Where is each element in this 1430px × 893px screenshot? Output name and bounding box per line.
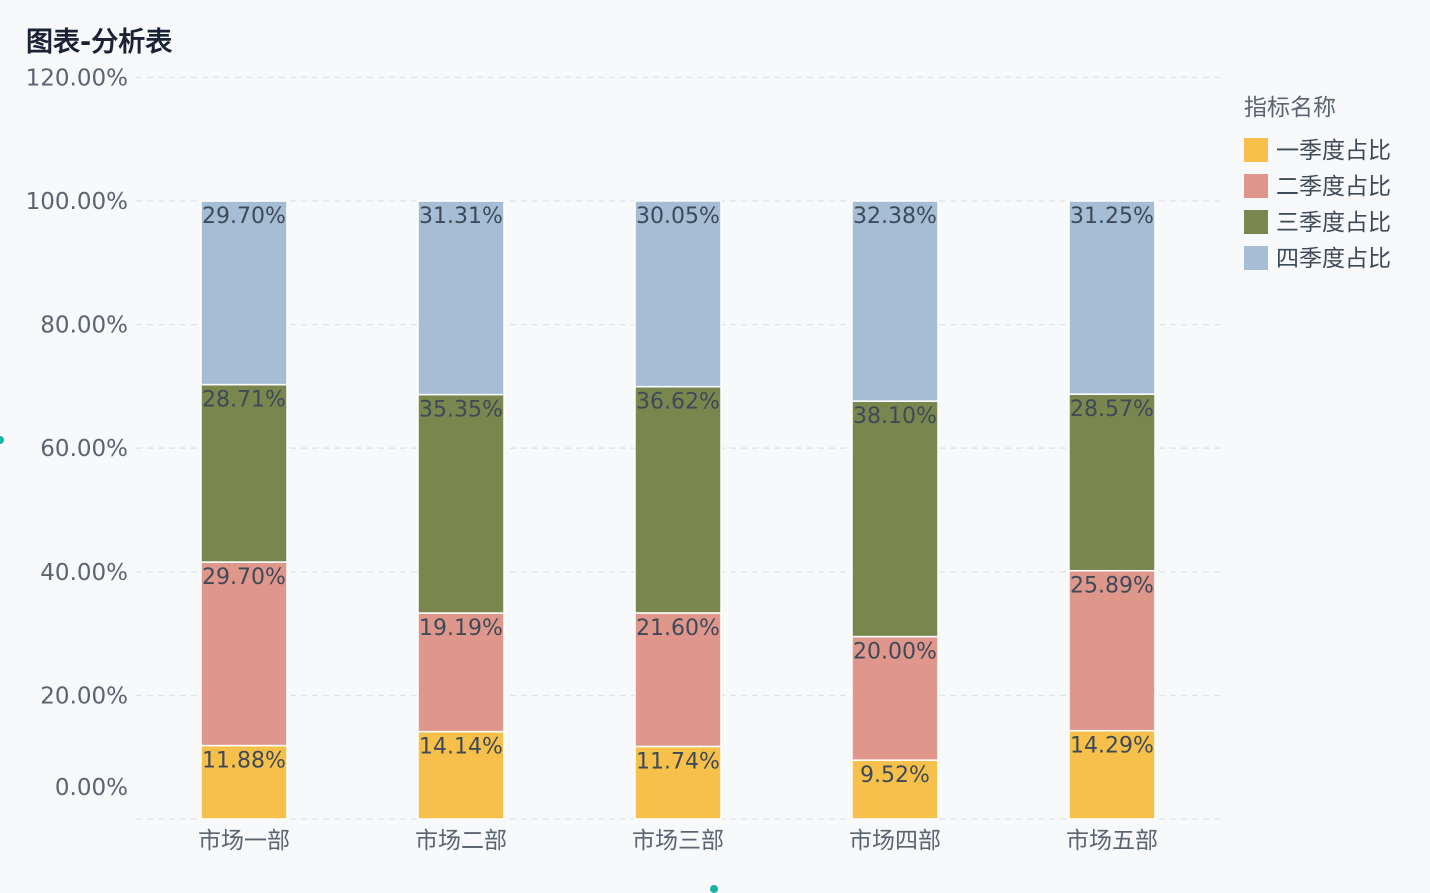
data-label: 35.35%: [419, 398, 503, 423]
bar-segment: [1068, 200, 1156, 395]
data-label: 14.14%: [419, 735, 503, 760]
data-label: 28.71%: [202, 388, 286, 413]
legend-label: 三季度占比: [1276, 210, 1391, 236]
legend-label: 二季度占比: [1276, 174, 1391, 200]
x-tick-label: 市场五部: [1066, 828, 1158, 854]
data-label: 29.70%: [202, 565, 286, 590]
data-label: 20.00%: [853, 640, 937, 665]
bar-segment: [417, 730, 505, 820]
data-label: 14.29%: [1070, 734, 1154, 759]
bar-segment: [1068, 729, 1156, 820]
bar-segment: [200, 383, 288, 563]
resize-handle-left[interactable]: [0, 436, 4, 444]
x-tick-label: 市场一部: [198, 828, 290, 854]
bar-segment: [634, 385, 722, 614]
data-label: 11.74%: [636, 749, 720, 774]
bar-segment: [634, 200, 722, 388]
legend-swatch: [1244, 210, 1268, 234]
bar-segment: [417, 612, 505, 733]
data-label: 21.60%: [636, 616, 720, 641]
bar-segment: [417, 393, 505, 614]
y-tick-label: 100.00%: [26, 189, 128, 215]
bar-segment: [200, 561, 288, 747]
x-tick-label: 市场二部: [415, 828, 507, 854]
bar-segment: [851, 200, 939, 402]
data-label: 30.05%: [636, 204, 720, 229]
legend-title: 指标名称: [1244, 95, 1336, 121]
data-label: 25.89%: [1070, 574, 1154, 599]
bar-segment: [1068, 569, 1156, 732]
y-tick-label: 60.00%: [40, 436, 128, 462]
data-label: 38.10%: [853, 404, 937, 429]
data-label: 9.52%: [860, 763, 930, 788]
data-label: 31.25%: [1070, 204, 1154, 229]
x-tick-label: 市场四部: [849, 828, 941, 854]
bar-segment: [417, 200, 505, 396]
data-label: 19.19%: [419, 616, 503, 641]
data-label: 29.70%: [202, 204, 286, 229]
bar-segment: [851, 635, 939, 761]
data-label: 31.31%: [419, 204, 503, 229]
bar-segment: [851, 400, 939, 638]
data-label: 32.38%: [853, 204, 937, 229]
bar-segment: [634, 612, 722, 748]
y-tick-label: 40.00%: [40, 560, 128, 586]
bar-segment: [200, 200, 288, 386]
y-tick-label: 20.00%: [40, 683, 128, 709]
bar-segment: [851, 759, 939, 820]
data-label: 28.57%: [1070, 397, 1154, 422]
y-tick-label: 80.00%: [40, 313, 128, 339]
x-tick-label: 市场三部: [632, 828, 724, 854]
y-tick-label: 0.00%: [55, 775, 128, 801]
chart-title: 图表-分析表: [26, 27, 173, 58]
legend-swatch: [1244, 246, 1268, 270]
bar-segment: [634, 745, 722, 820]
legend-swatch: [1244, 174, 1268, 198]
resize-handle-bottom[interactable]: [710, 885, 718, 893]
legend-swatch: [1244, 138, 1268, 162]
data-label: 36.62%: [636, 390, 720, 415]
data-label: 11.88%: [202, 749, 286, 774]
legend-label: 一季度占比: [1276, 138, 1391, 164]
y-tick-label: 120.00%: [26, 65, 128, 91]
legend-label: 四季度占比: [1276, 246, 1391, 272]
